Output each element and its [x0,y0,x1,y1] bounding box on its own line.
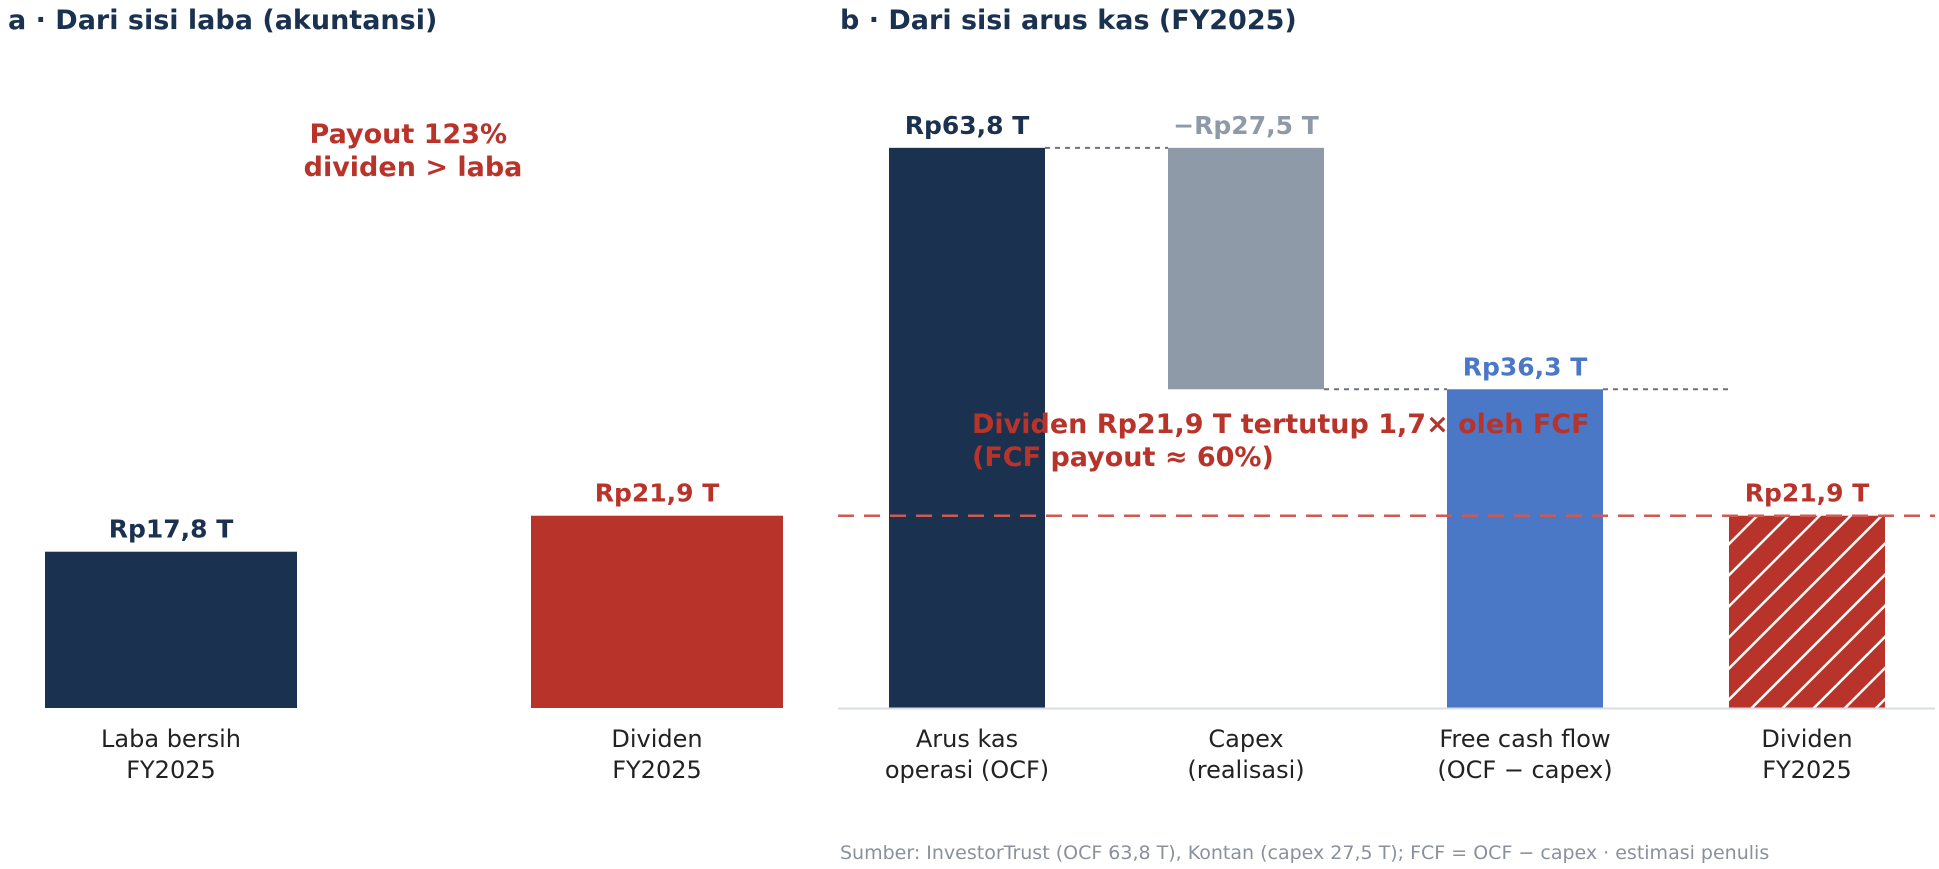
payout-annotation-line-2: dividen > laba [304,152,523,183]
fcf-coverage-line-2: (FCF payout ≈ 60%) [972,442,1274,473]
payout-annotation-line-1: Payout 123% [310,119,508,150]
panel-b-connectors [1045,146,1728,391]
panel-b-x-tick-label-3-line: Free cash flow [1439,725,1610,753]
panel-a-x-tick-label-1: Laba bersih FY2025 [101,725,241,784]
panel-b-x-tick-label-4-line: FY2025 [1762,756,1852,784]
panel-b-bar-1 [889,147,1045,708]
panel-a-bars: Rp17,8 T Rp21,9 T [45,479,783,708]
panel-a-bar-1 [45,551,297,708]
panel-a-value-label-2: Rp21,9 T [595,479,720,508]
payout-annotation: Payout 123% dividen > laba [304,119,523,183]
panel-b: b · Dari sisi arus kas (FY2025) Rp63,8 T… [838,5,1935,784]
panel-a-x-tick-label-1-line: FY2025 [126,756,216,784]
panel-a-x-tick-label-2: Dividen FY2025 [611,725,702,784]
panel-b-value-label-2: −Rp27,5 T [1173,111,1319,140]
panel-a-x-tick-label-1-line: Laba bersih [101,725,241,753]
source-note: Sumber: InvestorTrust (OCF 63,8 T), Kont… [840,842,1769,864]
panel-a: a · Dari sisi laba (akuntansi) Rp17,8 TR… [8,5,783,784]
panel-a-x-tick-labels: Laba bersih FY2025 Dividen FY2025 [101,725,703,784]
panel-b-x-tick-label-3-line: (OCF − capex) [1437,756,1612,784]
panel-b-x-tick-label-1: Arus kas operasi (OCF) [885,725,1049,784]
panel-b-x-tick-label-1-line: Arus kas [916,725,1018,753]
panel-a-bar-2 [531,515,783,708]
panel-b-bar-2 [1168,147,1324,390]
fcf-coverage-annotation: Dividen Rp21,9 T tertutup 1,7× oleh FCF … [972,409,1599,473]
panel-b-x-tick-label-3: Free cash flow (OCF − capex) [1437,725,1612,784]
panel-b-value-label-4: Rp21,9 T [1745,479,1870,508]
panel-b-bar-4 [1729,515,1885,708]
panel-b-bars: Rp63,8 T −Rp27,5 T Rp36,3 T Rp21,9 T [889,111,1885,708]
panel-b-value-label-3: Rp36,3 T [1463,352,1588,381]
panel-b-x-tick-label-4-line: Dividen [1761,725,1852,753]
panel-b-x-tick-label-4: Dividen FY2025 [1761,725,1852,784]
panel-b-value-label-1: Rp63,8 T [905,111,1030,140]
panel-a-value-label-1: Rp17,8 T [109,515,234,544]
panel-b-x-tick-label-2: Capex (realisasi) [1187,725,1304,784]
panel-a-title: a · Dari sisi laba (akuntansi) [8,5,437,36]
panel-a-x-tick-label-2-line: FY2025 [612,756,702,784]
panel-b-title: b · Dari sisi arus kas (FY2025) [840,5,1297,36]
panel-b-bar-3 [1447,389,1603,708]
panel-b-x-tick-label-1-line: operasi (OCF) [885,756,1049,784]
panel-b-x-tick-label-2-line: (realisasi) [1187,756,1304,784]
panel-b-x-tick-label-2-line: Capex [1208,725,1283,753]
fcf-coverage-line-1: Dividen Rp21,9 T tertutup 1,7× oleh FCF [972,409,1590,440]
panel-b-x-tick-labels: Arus kas operasi (OCF) Capex (realisasi) Fre… [885,725,1853,784]
panel-a-x-tick-label-2-line: Dividen [611,725,702,753]
